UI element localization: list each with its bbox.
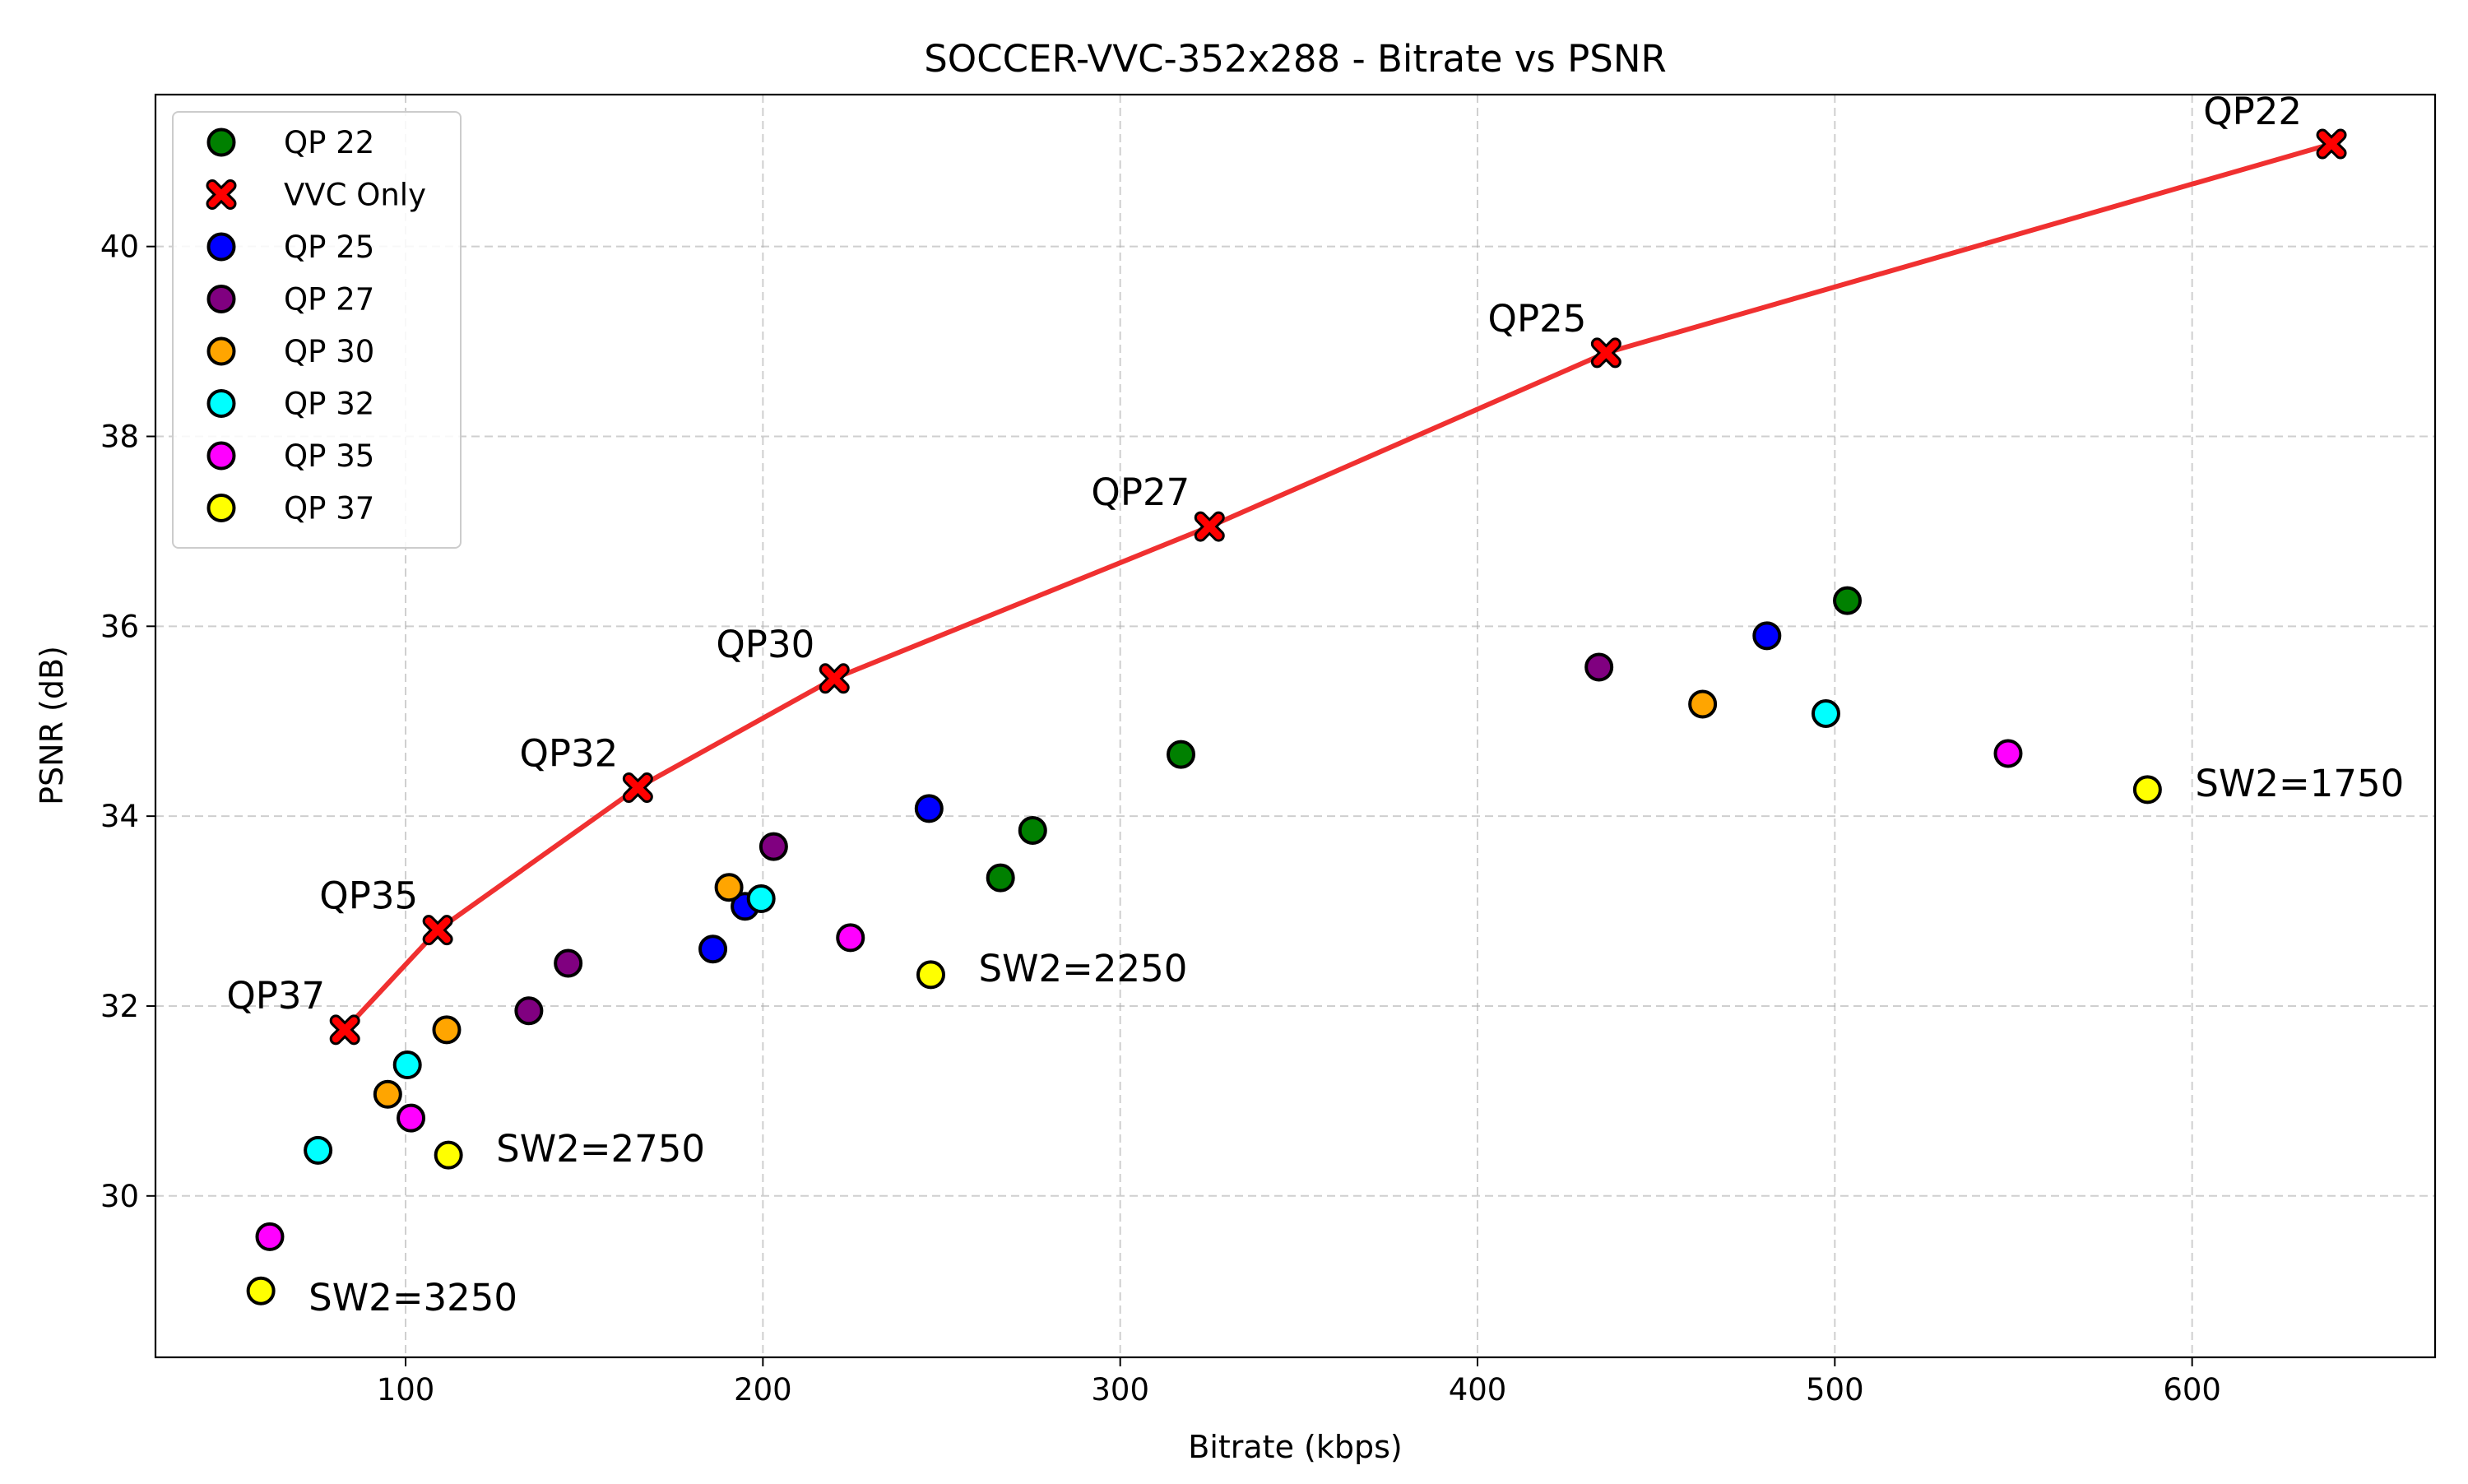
qp-27-point (1584, 652, 1614, 682)
legend-marker-qp-37 (206, 494, 236, 522)
legend-label-vvc-only: VVC Only (284, 178, 426, 213)
qp-35-point (397, 1103, 426, 1133)
legend: QP 22 VVC Only QP 25 QP 27 QP 30 QP 32 QP 35 QP… (172, 111, 462, 549)
qp-30-point (432, 1015, 462, 1045)
vvc-only-point (329, 1014, 360, 1046)
legend-label-qp-27: QP 27 (284, 282, 374, 318)
x-tick-label: 300 (1091, 1372, 1149, 1407)
qp-25-point (1752, 621, 1782, 651)
legend-label-qp-30: QP 30 (284, 334, 374, 369)
vvc-only-point (422, 915, 453, 946)
legend-marker-qp-35 (206, 441, 236, 471)
annotation-qp22: QP22 (2203, 90, 2302, 133)
vvc-only-point (1590, 337, 1621, 369)
y-axis-label: PSNR (dB) (34, 646, 70, 805)
annotation-sw2-3250: SW2=3250 (308, 1276, 517, 1319)
qp-22-point (1018, 815, 1047, 845)
x-tick-label: 200 (734, 1372, 792, 1407)
legend-box (172, 111, 462, 549)
qp-35-point (255, 1222, 285, 1251)
annotation-sw2-2250: SW2=2250 (978, 947, 1187, 990)
annotation-qp35: QP35 (319, 874, 418, 918)
point-annotations: QP22 QP25 QP27 QP30 QP32 QP35 QP37 SW2=1750 SW2=… (226, 90, 2404, 1319)
x-tick-label: 600 (2163, 1372, 2221, 1407)
y-tick-label: 34 (100, 799, 139, 834)
data-points (246, 128, 2347, 1305)
legend-marker-qp-32 (206, 389, 236, 418)
annotation-qp37: QP37 (226, 974, 325, 1018)
legend-marker-qp-30 (206, 336, 236, 366)
x-tick-label: 500 (1806, 1372, 1864, 1407)
vvc-only-point (622, 772, 653, 804)
qp-32-point (304, 1135, 333, 1165)
qp-27-point (514, 996, 544, 1026)
annotation-qp30: QP30 (716, 623, 814, 666)
y-tick-label: 40 (100, 230, 139, 265)
x-axis-label: Bitrate (kbps) (1188, 1429, 1403, 1465)
qp-32-point (392, 1050, 422, 1080)
y-tick-label: 38 (100, 419, 139, 454)
x-tick-label: 100 (377, 1372, 435, 1407)
y-tick-label: 36 (100, 609, 139, 644)
y-tick-label: 32 (100, 989, 139, 1024)
axis-ticks: 100 200 300 400 500 600 30 32 34 36 38 40 (100, 230, 2221, 1407)
qp-25-point (914, 794, 944, 823)
chart-title: SOCCER-VVC-352x288 - Bitrate vs PSNR (924, 37, 1667, 81)
legend-marker-qp-27 (206, 285, 236, 313)
legend-marker-vvc-only (206, 179, 237, 210)
qp-27-point (554, 948, 583, 978)
qp-32-point (1811, 698, 1840, 728)
qp-30-point (373, 1079, 402, 1109)
legend-marker-qp-25 (206, 232, 236, 262)
qp-37-point (246, 1276, 276, 1305)
qp-35-point (836, 923, 865, 953)
annotation-qp25: QP25 (1488, 297, 1587, 341)
qp-37-point (434, 1140, 463, 1170)
vvc-only-point (1194, 511, 1225, 542)
qp-30-point (1688, 689, 1718, 719)
annotation-qp32: QP32 (520, 732, 619, 776)
qp-22-point (1167, 740, 1196, 769)
qp-27-point (758, 832, 788, 861)
legend-label-qp-25: QP 25 (284, 230, 374, 265)
legend-label-qp-37: QP 37 (284, 491, 374, 526)
y-tick-label: 30 (100, 1179, 139, 1214)
qp-22-point (986, 863, 1015, 893)
legend-marker-qp-22 (206, 128, 236, 157)
annotation-qp27: QP27 (1091, 471, 1190, 514)
vvc-only-point (819, 663, 850, 694)
qp-35-point (1993, 739, 2023, 768)
qp-32-point (746, 884, 776, 914)
plot-frame (154, 93, 2437, 1359)
legend-label-qp-35: QP 35 (284, 438, 374, 474)
x-tick-label: 400 (1449, 1372, 1507, 1407)
annotation-sw2-2750: SW2=2750 (496, 1127, 705, 1171)
grid-lines (155, 95, 2435, 1357)
qp-37-point (2132, 775, 2162, 805)
annotation-sw2-1750: SW2=1750 (2195, 762, 2404, 805)
qp-25-point (698, 934, 728, 964)
qp-22-point (1833, 586, 1863, 615)
legend-label-qp-32: QP 32 (284, 387, 374, 422)
vvc-only-point (2316, 128, 2347, 160)
qp-30-point (714, 873, 744, 902)
legend-label-qp-22: QP 22 (284, 125, 374, 160)
qp-37-point (916, 960, 945, 990)
